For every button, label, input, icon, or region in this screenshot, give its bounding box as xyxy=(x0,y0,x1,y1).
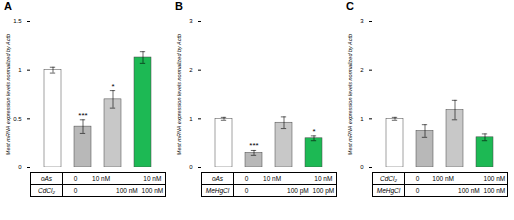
html-text:0: 0 xyxy=(73,175,78,182)
html-text:A: A xyxy=(4,0,12,12)
html-text:10 nM: 10 nM xyxy=(314,175,333,182)
html-text:oAs: oAs xyxy=(40,175,53,182)
svg-text:0.5: 0.5 xyxy=(13,116,22,122)
html-text:100 nM: 100 nM xyxy=(116,187,138,194)
html-text:MeHgCl: MeHgCl xyxy=(205,187,230,194)
html-text:100 nM: 100 nM xyxy=(458,187,480,194)
svg-text:0: 0 xyxy=(360,164,364,169)
html-text:100 pM: 100 pM xyxy=(312,187,335,194)
html-text:10 nM: 10 nM xyxy=(263,175,282,182)
svg-text:0: 0 xyxy=(189,164,193,169)
html-text:0: 0 xyxy=(415,187,420,194)
svg-text:3: 3 xyxy=(189,18,193,24)
html-text:10 nM: 10 nM xyxy=(92,175,111,182)
svg-text:0: 0 xyxy=(18,164,22,169)
html-text:C: C xyxy=(346,0,354,12)
html-text:MeHgCl: MeHgCl xyxy=(376,187,401,194)
html-text:B: B xyxy=(175,0,183,12)
svg-text:2: 2 xyxy=(360,67,364,73)
html-text:100 nM: 100 nM xyxy=(432,175,454,182)
html-text:100 nM: 100 nM xyxy=(483,175,506,182)
html-text:10 nM: 10 nM xyxy=(143,175,162,182)
svg-text:Mest mRNA expression levels no: Mest mRNA expression levels normalized b… xyxy=(176,34,182,155)
svg-text:*: * xyxy=(312,127,315,136)
svg-text:1.5: 1.5 xyxy=(13,18,22,24)
html-text:oAs: oAs xyxy=(211,175,224,182)
html-text:100 nM: 100 nM xyxy=(141,187,164,194)
svg-text:2: 2 xyxy=(189,67,193,73)
svg-text:*: * xyxy=(111,82,114,91)
svg-text:***: *** xyxy=(78,111,87,120)
html-text:0: 0 xyxy=(244,175,249,182)
svg-text:1: 1 xyxy=(189,116,193,122)
html-text:0: 0 xyxy=(415,175,420,182)
svg-text:3: 3 xyxy=(360,18,364,24)
svg-text:Mest mRNA expression levels no: Mest mRNA expression levels normalized b… xyxy=(347,34,353,155)
svg-text:Mest mRNA expression levels no: Mest mRNA expression levels normalized b… xyxy=(5,34,11,155)
html-text:0: 0 xyxy=(244,187,249,194)
html-text:100 pM: 100 pM xyxy=(287,187,309,194)
svg-text:1: 1 xyxy=(360,116,364,122)
svg-text:1: 1 xyxy=(18,67,22,73)
html-text:CdCl₂: CdCl₂ xyxy=(38,187,55,194)
html-text:0: 0 xyxy=(73,187,78,194)
html-text:100 nM: 100 nM xyxy=(483,187,506,194)
svg-text:***: *** xyxy=(249,141,258,150)
html-text:CdCl₂: CdCl₂ xyxy=(380,175,397,182)
